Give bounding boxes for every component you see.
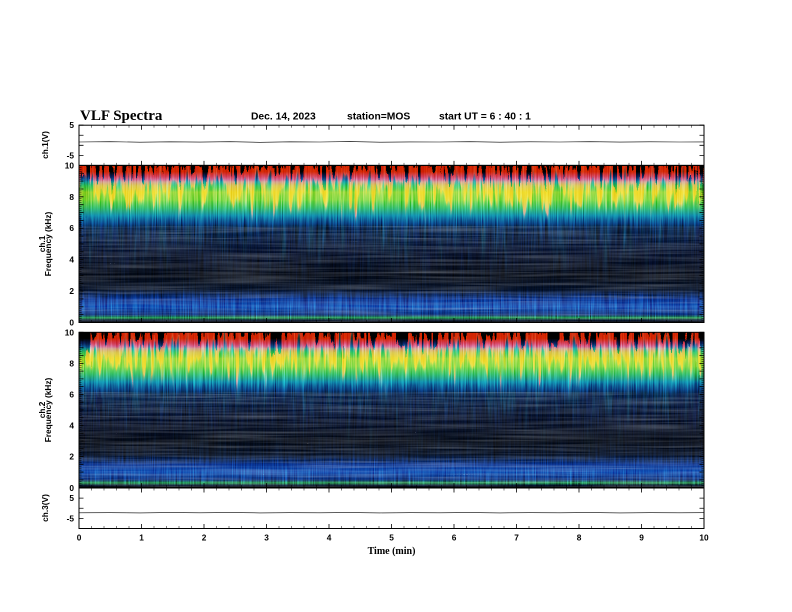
svg-text:station=MOS: station=MOS [347, 112, 410, 123]
svg-text:4: 4 [69, 420, 74, 430]
svg-text:-5: -5 [67, 150, 75, 160]
svg-text:9: 9 [639, 533, 644, 543]
svg-text:Frequency (kHz): Frequency (kHz) [43, 211, 53, 276]
svg-text:5: 5 [389, 533, 394, 543]
svg-text:ch.3(V): ch.3(V) [40, 494, 50, 522]
svg-text:2: 2 [69, 286, 74, 296]
svg-text:start UT = 6 : 40 : 1: start UT = 6 : 40 : 1 [439, 112, 531, 123]
svg-text:4: 4 [327, 533, 332, 543]
svg-text:8: 8 [577, 533, 582, 543]
svg-text:8: 8 [69, 192, 74, 202]
svg-text:5: 5 [69, 493, 74, 503]
svg-text:10: 10 [65, 160, 75, 170]
svg-text:Frequency (kHz): Frequency (kHz) [43, 377, 53, 442]
svg-text:0: 0 [77, 533, 82, 543]
svg-text:2: 2 [202, 533, 207, 543]
svg-text:6: 6 [69, 389, 74, 399]
svg-text:Dec. 14, 2023: Dec. 14, 2023 [251, 112, 316, 123]
svg-text:2: 2 [69, 452, 74, 462]
svg-text:6: 6 [69, 223, 74, 233]
svg-text:10: 10 [65, 327, 75, 337]
svg-text:0: 0 [69, 483, 74, 493]
svg-text:3: 3 [264, 533, 269, 543]
svg-text:7: 7 [514, 533, 519, 543]
svg-text:ch.1(V): ch.1(V) [40, 131, 50, 159]
svg-text:0: 0 [69, 318, 74, 328]
svg-text:4: 4 [69, 255, 74, 265]
svg-text:10: 10 [699, 533, 709, 543]
svg-text:8: 8 [69, 358, 74, 368]
svg-text:Time (min): Time (min) [368, 546, 416, 557]
svg-text:-5: -5 [67, 513, 75, 523]
svg-text:1: 1 [139, 533, 144, 543]
svg-text:6: 6 [452, 533, 457, 543]
svg-text:VLF Spectra: VLF Spectra [80, 108, 163, 124]
svg-text:5: 5 [69, 120, 74, 130]
